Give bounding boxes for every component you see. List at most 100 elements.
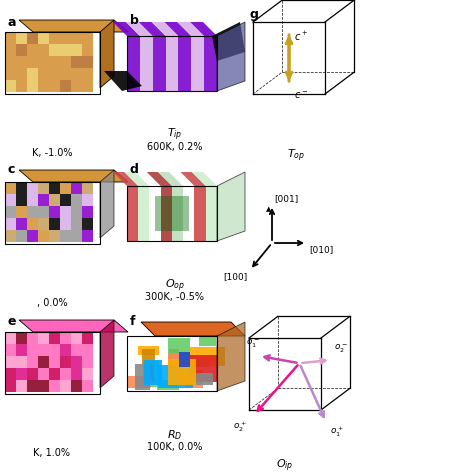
Polygon shape [27, 332, 38, 344]
Polygon shape [49, 380, 60, 392]
Polygon shape [5, 56, 16, 68]
Polygon shape [153, 36, 165, 91]
Polygon shape [60, 332, 71, 344]
Text: e: e [8, 315, 17, 328]
Polygon shape [71, 56, 82, 68]
Polygon shape [27, 68, 38, 80]
Polygon shape [147, 172, 172, 186]
Text: K, 1.0%: K, 1.0% [34, 448, 71, 458]
Polygon shape [71, 44, 82, 56]
Polygon shape [136, 172, 161, 186]
Polygon shape [71, 206, 82, 218]
Text: [100]: [100] [224, 272, 248, 281]
Polygon shape [38, 332, 49, 344]
Polygon shape [16, 56, 27, 68]
Polygon shape [177, 22, 204, 36]
Polygon shape [38, 32, 49, 44]
Polygon shape [27, 356, 38, 368]
Polygon shape [192, 172, 217, 186]
Polygon shape [27, 230, 38, 242]
Polygon shape [71, 356, 82, 368]
Polygon shape [82, 380, 93, 392]
Polygon shape [27, 182, 38, 194]
Polygon shape [60, 182, 71, 194]
Polygon shape [49, 80, 60, 92]
Polygon shape [71, 344, 82, 356]
Polygon shape [217, 172, 245, 241]
Polygon shape [49, 332, 60, 344]
Polygon shape [169, 349, 179, 379]
Polygon shape [5, 80, 16, 92]
Text: $o_1^+$: $o_1^+$ [330, 425, 344, 439]
Polygon shape [49, 344, 60, 356]
Polygon shape [5, 368, 16, 380]
Text: g: g [250, 8, 259, 21]
Polygon shape [164, 22, 191, 36]
Polygon shape [138, 186, 149, 241]
Polygon shape [38, 218, 49, 230]
Polygon shape [168, 338, 191, 360]
Polygon shape [82, 218, 93, 230]
Polygon shape [38, 44, 49, 56]
Polygon shape [212, 22, 245, 61]
Polygon shape [126, 22, 153, 36]
Polygon shape [140, 36, 153, 91]
Polygon shape [168, 353, 182, 381]
Text: 300K, -0.5%: 300K, -0.5% [146, 292, 204, 302]
Polygon shape [181, 172, 206, 186]
Polygon shape [49, 68, 60, 80]
Polygon shape [60, 206, 71, 218]
Polygon shape [71, 230, 82, 242]
Text: , 0.0%: , 0.0% [36, 298, 67, 308]
Polygon shape [38, 194, 49, 206]
Polygon shape [60, 380, 71, 392]
Polygon shape [16, 44, 27, 56]
Polygon shape [60, 80, 71, 92]
Text: c: c [8, 163, 15, 176]
Text: d: d [130, 163, 139, 176]
Polygon shape [71, 380, 82, 392]
Polygon shape [27, 368, 38, 380]
Polygon shape [82, 356, 93, 368]
Polygon shape [5, 356, 16, 368]
Text: $o_2^-$: $o_2^-$ [334, 343, 348, 355]
Polygon shape [38, 344, 49, 356]
Polygon shape [38, 380, 49, 392]
Text: $T_{ip}$: $T_{ip}$ [167, 127, 183, 144]
Text: 600K, 0.2%: 600K, 0.2% [147, 142, 203, 152]
Polygon shape [38, 182, 49, 194]
Polygon shape [16, 32, 27, 44]
Polygon shape [60, 230, 71, 242]
Polygon shape [19, 320, 128, 332]
Polygon shape [27, 80, 38, 92]
Polygon shape [178, 36, 191, 91]
Polygon shape [100, 320, 114, 388]
Polygon shape [60, 368, 71, 380]
Polygon shape [71, 32, 82, 44]
Polygon shape [27, 218, 38, 230]
Polygon shape [49, 218, 60, 230]
Polygon shape [5, 182, 16, 194]
Polygon shape [161, 186, 172, 241]
Polygon shape [113, 22, 140, 36]
Text: $T_{op}$: $T_{op}$ [287, 148, 305, 164]
Polygon shape [179, 373, 213, 384]
Polygon shape [71, 332, 82, 344]
Text: $O_{op}$: $O_{op}$ [165, 278, 185, 294]
Polygon shape [82, 44, 93, 56]
Polygon shape [60, 68, 71, 80]
Polygon shape [169, 172, 194, 186]
Polygon shape [104, 71, 142, 91]
Polygon shape [49, 368, 60, 380]
Polygon shape [199, 337, 216, 346]
Polygon shape [16, 368, 27, 380]
Polygon shape [71, 68, 82, 80]
Polygon shape [16, 380, 27, 392]
Polygon shape [149, 186, 161, 241]
Polygon shape [82, 194, 93, 206]
Polygon shape [157, 380, 179, 390]
Polygon shape [16, 194, 27, 206]
Text: 100K, 0.0%: 100K, 0.0% [147, 442, 203, 452]
Text: ▲: ▲ [266, 206, 272, 212]
Polygon shape [135, 364, 150, 390]
